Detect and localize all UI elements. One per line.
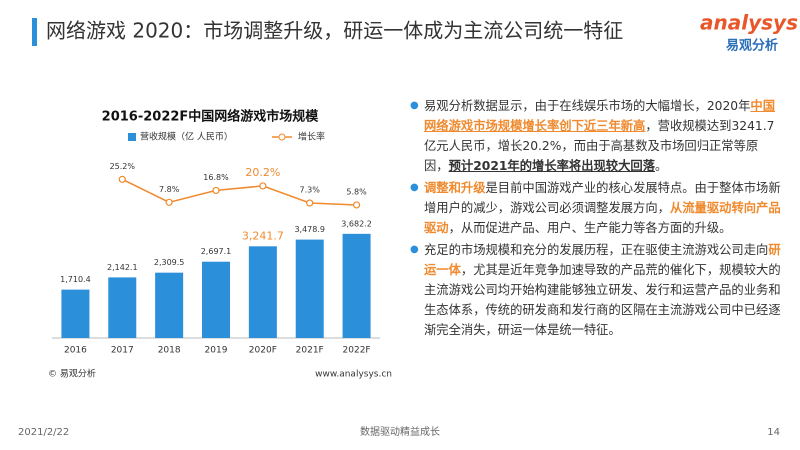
growth-point: [352, 201, 361, 209]
bar-value-label: 3,682.2: [341, 219, 372, 228]
logo-subtitle: 易观分析: [726, 38, 778, 54]
title-accent: [32, 18, 37, 46]
text-run: ，营收规模达到3241.7亿元人民币，增长20.2%，而由于高基数及市场回归正常…: [424, 119, 775, 173]
bar-value-label: 2,309.5: [154, 258, 185, 267]
text-run: 研运一体: [424, 243, 781, 277]
x-tick-label: 2019: [205, 346, 228, 356]
bar: [295, 239, 324, 338]
text-run: 预计2021年的增长率将出现较大回落: [448, 159, 655, 173]
x-tick-label: 2020F: [249, 346, 277, 356]
legend-swatch: [128, 133, 136, 141]
growth-line: [121, 178, 357, 206]
text-run: 从流量驱动转向产品驱动: [424, 201, 781, 235]
bar-value-label: 1,710.4: [60, 275, 91, 284]
bar: [248, 246, 277, 338]
growth-point: [212, 186, 220, 195]
legend-label: 增长率: [298, 131, 325, 143]
bar: [155, 272, 184, 338]
x-tick-label: 2018: [158, 346, 181, 356]
bar-value-label: 3,241.7: [242, 229, 284, 242]
chart-source: © 易观分析: [48, 368, 96, 380]
growth-value-label: 5.8%: [346, 187, 367, 196]
chart-url: www.analysys.cn: [315, 370, 392, 380]
text-run: 调整和升级: [424, 181, 486, 195]
legend-label: 营收规模（亿 人民币）: [140, 131, 233, 143]
text-run: 。: [655, 159, 668, 173]
legend-swatch: [278, 133, 286, 141]
text-run: 充足的市场规模和充分的发展历程，正在驱使主流游戏公司走向: [424, 243, 769, 257]
bar-value-label: 2,697.1: [201, 247, 232, 256]
bar: [108, 277, 137, 338]
growth-point: [259, 182, 267, 190]
bar: [61, 289, 90, 338]
bullet: 易观分析数据显示，由于在线娱乐市场的大幅增长，2020年中国网络游戏市场规模增长…: [410, 96, 782, 176]
growth-value-label: 7.3%: [300, 185, 321, 194]
growth-point: [165, 198, 173, 206]
footer-date: 2021/2/22: [18, 427, 69, 438]
bullet: 调整和升级是目前中国游戏产业的核心发展特点。由于整体市场新增用户的减少，游戏公司…: [410, 178, 782, 238]
bullet: 充足的市场规模和充分的发展历程，正在驱使主流游戏公司走向研运一体，尤其是近年竞争…: [410, 240, 782, 340]
chart-title: 2016-2022F中国网络游戏市场规模: [102, 109, 320, 125]
growth-point: [118, 175, 126, 183]
text-run: 中国网络游戏市场规模增长率创下近三年新高: [424, 99, 776, 133]
slide-title: 网络游戏 2020：市场调整升级，研运一体成为主流公司统一特征: [46, 19, 623, 43]
growth-value-label: 25.2%: [110, 162, 136, 171]
text-run: ，从而促进产品、用户、生产能力等各方面的升级。: [448, 221, 732, 235]
text-run: 是目前中国游戏产业的核心发展特点。由于整体市场新增用户的减少，游戏公司必须调整发…: [424, 181, 781, 215]
growth-value-label: 16.8%: [203, 173, 229, 182]
bar: [342, 233, 371, 338]
text-run: 易观分析数据显示，由于在线娱乐市场的大幅增长，2020年: [424, 99, 751, 113]
bar-value-label: 2,142.1: [107, 263, 138, 272]
logo-text: analysys: [700, 11, 798, 35]
x-tick-label: 2017: [111, 346, 134, 356]
bullet-list: 易观分析数据显示，由于在线娱乐市场的大幅增长，2020年中国网络游戏市场规模增长…: [410, 96, 782, 342]
x-tick-label: 2016: [64, 346, 87, 356]
growth-point: [306, 199, 314, 207]
footer-slogan: 数据驱动精益成长: [360, 425, 440, 438]
x-tick-label: 2021F: [296, 346, 324, 356]
bar-value-label: 3,478.9: [294, 225, 325, 234]
text-run: ，尤其是近年竞争加速导致的产品荒的催化下，规模较大的主流游戏公司均开始构建能够独…: [424, 263, 781, 337]
x-tick-label: 2022F: [343, 346, 371, 356]
growth-value-label: 20.2%: [245, 166, 280, 179]
growth-value-label: 7.8%: [159, 185, 180, 194]
bar: [202, 261, 230, 338]
footer-page: 14: [767, 427, 780, 438]
